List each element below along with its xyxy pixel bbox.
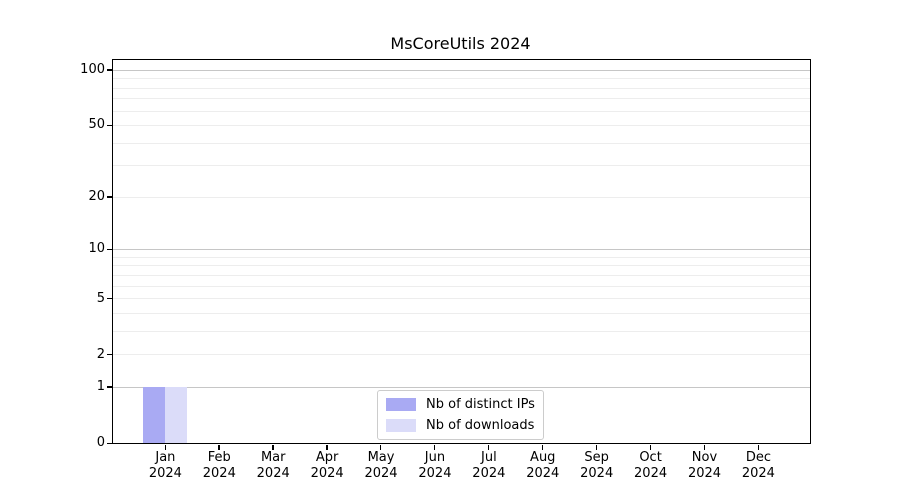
y-tick-label: 5: [96, 290, 105, 306]
major-gridline: [113, 386, 810, 388]
legend: Nb of distinct IPs Nb of downloads: [377, 390, 544, 440]
y-axis-tick: [106, 386, 112, 388]
legend-row: Nb of distinct IPs: [386, 395, 535, 414]
x-axis-tick: [487, 444, 490, 450]
y-axis-tick: [106, 69, 112, 71]
x-tick-month: Dec: [745, 450, 771, 465]
x-tick-month: Jan: [155, 450, 176, 465]
x-axis-tick: [380, 444, 382, 450]
minor-gridline: [113, 330, 810, 332]
x-tick-month: May: [367, 450, 395, 465]
x-axis-tick: [703, 444, 705, 450]
minor-gridline: [113, 142, 810, 144]
minor-gridline: [113, 354, 810, 356]
minor-gridline: [113, 78, 810, 80]
x-axis-tick: [164, 444, 166, 450]
x-tick-label: Jun 2024: [403, 450, 467, 481]
x-tick-month: Oct: [639, 450, 662, 465]
legend-swatch-distinct-ips: [386, 398, 416, 411]
x-tick-year: 2024: [634, 465, 668, 481]
minor-gridline: [113, 256, 810, 258]
minor-gridline: [113, 87, 810, 89]
minor-gridline: [113, 265, 810, 267]
x-tick-label: Nov 2024: [672, 450, 736, 481]
y-axis-tick: [106, 196, 112, 198]
bar-distinct-ips-jan: [143, 386, 165, 443]
x-tick-year: 2024: [310, 465, 344, 481]
y-tick-label: 10: [88, 241, 105, 257]
x-tick-month: Feb: [207, 450, 231, 465]
minor-gridline: [113, 196, 810, 198]
x-axis-tick: [541, 444, 544, 450]
x-axis-tick: [649, 444, 651, 450]
x-tick-label: Oct 2024: [619, 450, 683, 481]
x-tick-label: Apr 2024: [295, 450, 359, 481]
x-tick-year: 2024: [741, 465, 775, 481]
y-tick-label: 0: [96, 435, 105, 451]
x-axis-tick: [595, 444, 598, 450]
bar-downloads-jan: [165, 386, 187, 443]
minor-gridline: [113, 125, 810, 127]
minor-gridline: [113, 165, 810, 167]
minor-gridline: [113, 285, 810, 287]
minor-gridline: [113, 312, 810, 314]
x-tick-year: 2024: [687, 465, 722, 481]
y-axis-tick: [106, 353, 112, 355]
chart-title: MsCoreUtils 2024: [390, 34, 531, 53]
y-axis-tick: [106, 442, 112, 444]
major-gridline: [113, 69, 810, 71]
x-tick-label: May 2024: [349, 450, 413, 481]
minor-gridline: [113, 298, 810, 300]
x-tick-month: Mar: [260, 450, 286, 465]
x-axis-tick: [434, 444, 436, 450]
minor-gridline: [113, 98, 810, 100]
x-tick-label: Sep 2024: [565, 450, 629, 481]
x-tick-month: Jun: [424, 450, 446, 465]
x-axis-tick: [218, 444, 220, 450]
x-tick-label: Jan 2024: [133, 450, 197, 481]
legend-label: Nb of distinct IPs: [426, 397, 535, 412]
x-tick-label: Aug 2024: [511, 450, 575, 481]
x-tick-label: Dec 2024: [726, 450, 790, 481]
y-tick-label: 50: [88, 117, 105, 133]
x-axis-tick: [272, 444, 274, 450]
x-tick-label: Feb 2024: [187, 450, 251, 481]
y-axis-tick: [106, 248, 112, 250]
x-tick-label: Jul 2024: [457, 450, 521, 481]
x-tick-label: Mar 2024: [241, 450, 305, 481]
x-tick-year: 2024: [472, 465, 506, 481]
x-tick-month: Nov: [691, 450, 718, 465]
y-tick-label: 2: [96, 346, 105, 362]
legend-label: Nb of downloads: [426, 418, 535, 433]
major-gridline: [113, 249, 810, 251]
x-tick-year: 2024: [526, 465, 560, 481]
y-axis-tick: [106, 124, 112, 126]
x-tick-month: Sep: [584, 450, 609, 465]
legend-swatch-downloads: [386, 419, 416, 432]
x-tick-month: Apr: [315, 450, 339, 465]
x-tick-month: Jul: [481, 450, 497, 465]
minor-gridline: [113, 110, 810, 112]
x-tick-year: 2024: [364, 465, 398, 481]
x-tick-month: Aug: [530, 450, 556, 465]
x-axis-tick: [757, 444, 759, 450]
minor-gridline: [113, 274, 810, 276]
x-tick-year: 2024: [580, 465, 614, 481]
x-tick-year: 2024: [202, 465, 236, 481]
x-tick-year: 2024: [418, 465, 452, 481]
x-tick-year: 2024: [256, 465, 290, 481]
plot-area: Nb of distinct IPs Nb of downloads: [106, 59, 811, 450]
y-axis-tick: [106, 297, 112, 299]
y-tick-label: 1: [96, 379, 105, 395]
x-axis-tick: [326, 444, 328, 450]
x-tick-year: 2024: [148, 465, 182, 481]
y-tick-label: 20: [88, 189, 105, 205]
legend-row: Nb of downloads: [386, 416, 535, 435]
y-tick-label: 100: [80, 62, 105, 78]
